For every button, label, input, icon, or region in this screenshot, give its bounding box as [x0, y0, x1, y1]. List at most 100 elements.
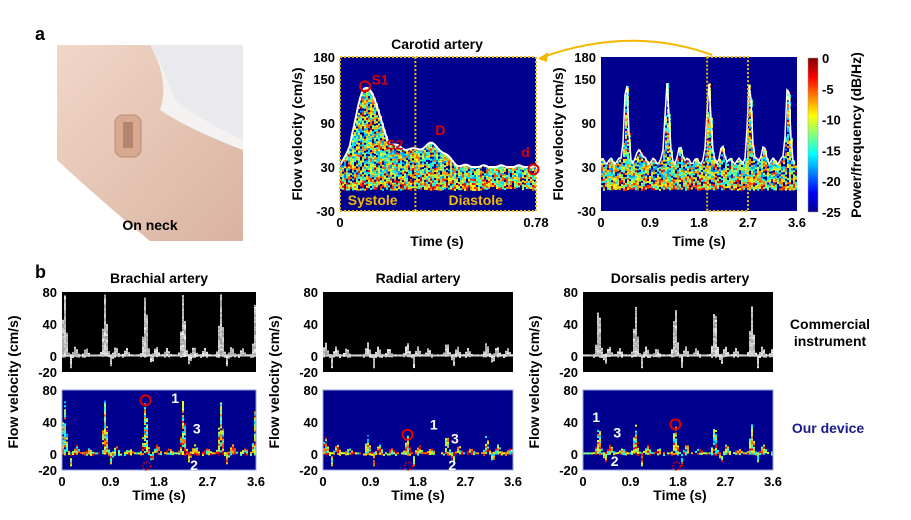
spectrogram-cell [182, 341, 184, 344]
spectrogram-cell [144, 427, 146, 430]
spectrogram-cell [104, 314, 106, 317]
spectrogram-cell [723, 184, 725, 187]
spectrogram-cell [190, 353, 192, 356]
spectrogram-cell [252, 443, 254, 446]
spectrogram-cell [62, 432, 64, 435]
spectrogram-cell [408, 165, 410, 168]
spectrogram-cell [749, 178, 751, 181]
spectrogram-cell [453, 357, 455, 360]
spectrogram-cell [633, 173, 635, 176]
spectrogram-cell [667, 187, 669, 190]
spectrogram-cell [450, 171, 452, 174]
spectrogram-cell [633, 171, 635, 174]
spectrogram-cell [669, 174, 671, 177]
spectrogram-cell [198, 354, 200, 357]
spectrogram-cell [683, 162, 685, 165]
spectrogram-cell [378, 151, 380, 154]
spectrogram-cell [460, 180, 462, 183]
spectrogram-cell [460, 182, 462, 185]
spectrogram-cell [759, 174, 761, 177]
spectrogram-cell [64, 423, 66, 426]
spectrogram-cell [507, 348, 509, 351]
spectrogram-cell [394, 160, 396, 163]
spectrogram-cell [114, 347, 116, 350]
spectrogram-cell [424, 187, 426, 190]
spectrogram-cell [120, 453, 122, 456]
spectrogram-cell [372, 125, 374, 128]
spectrogram-cell [384, 165, 386, 168]
spectrogram-cell [348, 154, 350, 157]
spectrogram-cell [378, 135, 380, 138]
spectrogram-cell [671, 177, 673, 180]
spectrogram-cell [160, 451, 162, 454]
spectrogram-cell [102, 350, 104, 353]
spectrogram-cell [362, 142, 364, 145]
spectrogram-cell [653, 188, 655, 191]
spectrogram-cell [787, 142, 789, 145]
spectrogram-cell [342, 165, 344, 168]
spectrogram-cell [777, 165, 779, 168]
spectrogram-cell [400, 186, 402, 189]
spectrogram-cell [470, 170, 472, 173]
spectrogram-cell [759, 176, 761, 179]
spectrogram-cell [496, 177, 498, 179]
spectrogram-cell [402, 184, 404, 187]
spectrogram-cell [102, 452, 104, 455]
spectrogram-cell [451, 354, 453, 357]
spectrogram-cell [721, 182, 723, 185]
spectrogram-cell [491, 458, 493, 461]
spectrogram-cell [104, 302, 106, 305]
spectrogram-cell [373, 358, 375, 361]
spectrogram-cell [532, 166, 534, 169]
spectrogram-cell [605, 174, 607, 177]
spectrogram-cell [412, 174, 414, 177]
spectrogram-cell [526, 187, 528, 189]
spectrogram-cell [366, 183, 368, 186]
spectrogram-cell [675, 173, 677, 176]
spectrogram-cell [360, 120, 362, 123]
spectrogram-cell [627, 167, 629, 170]
spectrogram-cell [364, 182, 366, 185]
spectrogram-cell [254, 427, 256, 430]
spectrogram-cell [62, 440, 64, 443]
spectrogram-cell [182, 443, 184, 446]
spectrogram-cell [725, 168, 727, 171]
spectrogram-cell [785, 172, 787, 175]
spectrogram-cell [462, 183, 464, 186]
spectrogram-cell [478, 179, 480, 181]
spectrogram-cell [354, 125, 356, 128]
spectrogram-cell [669, 154, 671, 157]
spectrogram-cell [369, 351, 371, 354]
spectrogram-cell [110, 456, 112, 459]
spectrogram-cell [384, 175, 386, 178]
spectrogram-cell [154, 450, 156, 453]
spectrogram-cell [510, 187, 512, 189]
spectrogram-cell [244, 452, 246, 455]
spectrogram-cell [679, 150, 681, 153]
spectrogram-cell [518, 169, 520, 172]
spectrogram-cell [146, 334, 148, 337]
spectrogram-cell [407, 445, 409, 448]
spectrogram-cell [198, 451, 200, 454]
spectrogram-cell [761, 174, 763, 177]
spectrogram-cell [348, 176, 350, 179]
spectrogram-cell [617, 165, 619, 168]
spectrogram-cell [146, 344, 148, 347]
spectrogram-cell [625, 152, 627, 155]
spectrogram-cell [665, 121, 667, 124]
spectrogram-cell [166, 352, 168, 355]
spectrogram-cell [769, 175, 771, 178]
spectrogram-cell [426, 187, 428, 190]
x-tick-label: 3.6 [788, 215, 806, 230]
spectrogram-cell [669, 168, 671, 171]
spectrogram-cell [625, 122, 627, 125]
spectrogram-cell [763, 153, 765, 156]
spectrogram-cell [360, 114, 362, 117]
spectrogram-cell [446, 168, 448, 171]
spectrogram-cell [635, 162, 637, 165]
spectrogram-cell [783, 176, 785, 179]
spectrogram-cell [352, 152, 354, 155]
spectrogram-cell [144, 409, 146, 412]
spectrogram-cell [739, 166, 741, 169]
spectrogram-cell [659, 170, 661, 173]
